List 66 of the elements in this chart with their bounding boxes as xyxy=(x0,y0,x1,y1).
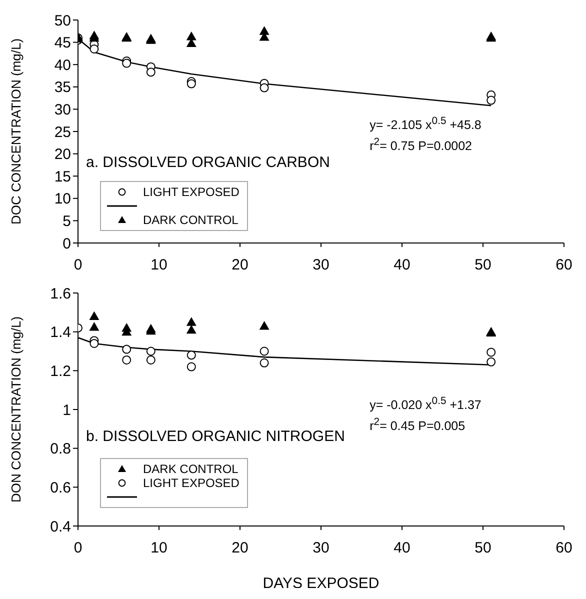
x-tick-label: 60 xyxy=(556,256,572,274)
point xyxy=(89,322,100,331)
y-tick-label: 35 xyxy=(54,79,71,96)
x-tick-label: 60 xyxy=(556,540,572,557)
point xyxy=(259,321,270,330)
point xyxy=(122,344,132,354)
y-tick-label: 25 xyxy=(54,124,71,141)
x-tick-label: 30 xyxy=(312,256,330,274)
y-tick-label: 1.6 xyxy=(50,285,71,302)
point xyxy=(486,96,496,105)
x-tick-label: 10 xyxy=(150,256,168,274)
x-tick-label: 10 xyxy=(150,540,168,557)
legend-label: DARK CONTROL xyxy=(143,462,238,476)
legend-label: LIGHT EXPOSED xyxy=(143,184,240,199)
text: a. DISSOLVED ORGANIC CARBON xyxy=(86,154,330,171)
y-tick-label: 40 xyxy=(54,56,71,74)
x-axis-title: DAYS EXPOSED xyxy=(262,575,380,592)
y-tick-label: 45 xyxy=(54,34,71,52)
point xyxy=(89,311,100,320)
y-axis-title: DON CONCENTRATION (mg/L) xyxy=(8,316,24,503)
point xyxy=(186,362,196,372)
annotation: y= -2.105 x$^{0.5}$ +45.8 xyxy=(370,116,482,132)
y-tick-label: 0 xyxy=(62,235,71,252)
y-tick-label: 0.6 xyxy=(50,479,71,496)
x-tick-label: 40 xyxy=(394,256,410,274)
text: b. DISSOLVED ORGANIC NITROGEN xyxy=(86,428,345,446)
legend-label: LIGHT EXPOSED xyxy=(143,476,240,490)
y-tick-label: 1.2 xyxy=(50,362,71,380)
y-axis-title: DOC CONCENTRATION (mg/L) xyxy=(8,38,24,225)
x-tick-label: 0 xyxy=(74,540,82,557)
point xyxy=(146,355,156,364)
y-tick-label: 0.8 xyxy=(50,440,71,458)
point xyxy=(260,346,269,356)
annotation: y= -0.020 x$^{0.5}$ +1.37 xyxy=(370,396,482,412)
y-tick-label: 20 xyxy=(54,146,71,164)
x-tick-label: 20 xyxy=(232,256,248,274)
x-tick-label: 30 xyxy=(312,540,330,557)
point xyxy=(260,358,269,368)
point xyxy=(260,83,269,92)
point xyxy=(186,350,196,360)
point xyxy=(146,346,156,356)
annotation: r$^{2}$= 0.75 P=0.0002 xyxy=(370,136,472,154)
y-tick-label: 10 xyxy=(54,190,71,208)
point xyxy=(146,68,156,77)
y-tick-label: 50 xyxy=(54,12,71,30)
legend-label: DARK CONTROL xyxy=(143,212,238,227)
point xyxy=(186,324,196,334)
x-tick-label: 50 xyxy=(474,540,492,557)
point xyxy=(90,44,99,54)
point xyxy=(122,355,132,364)
y-tick-label: 1.4 xyxy=(50,324,71,342)
point xyxy=(90,338,99,348)
y-tick-label: 30 xyxy=(54,102,71,119)
x-tick-label: 40 xyxy=(394,540,410,557)
y-tick-label: 1 xyxy=(62,402,71,419)
y-tick-label: 5 xyxy=(62,213,71,230)
x-tick-label: 50 xyxy=(474,256,492,274)
point xyxy=(486,357,496,366)
x-tick-label: 0 xyxy=(74,256,82,274)
y-tick-label: 15 xyxy=(54,168,71,186)
y-tick-label: 0.4 xyxy=(50,518,71,536)
annotation: r$^{2}$= 0.45 P=0.005 xyxy=(370,416,466,433)
point xyxy=(486,348,496,357)
x-tick-label: 20 xyxy=(232,540,248,557)
point xyxy=(186,317,196,326)
point xyxy=(186,32,196,40)
